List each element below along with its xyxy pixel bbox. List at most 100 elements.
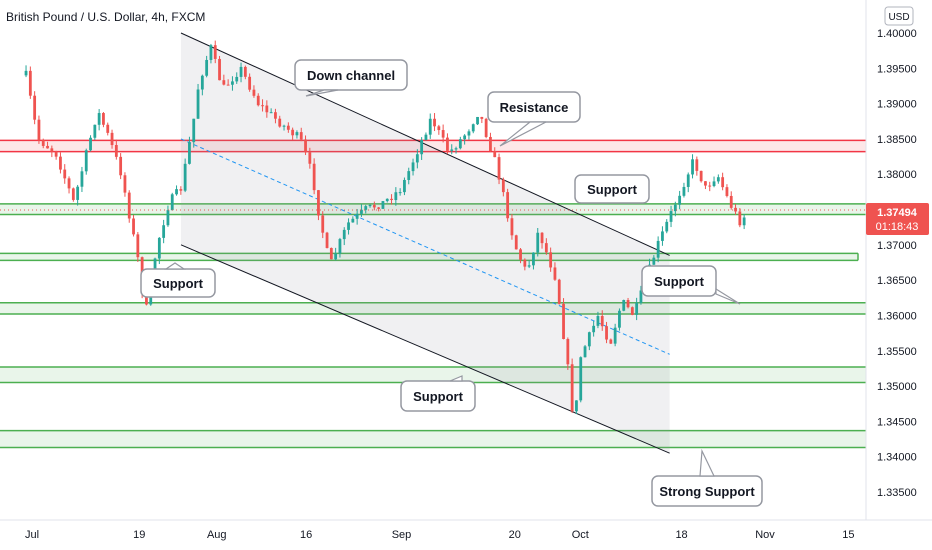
candle-body: [652, 257, 656, 265]
candle-body: [114, 145, 118, 157]
x-tick-label: Aug: [207, 529, 227, 541]
annotation-callout[interactable]: Down channel: [294, 59, 408, 97]
candle-body: [540, 232, 544, 244]
candle-body: [304, 139, 307, 153]
candle-body: [295, 132, 299, 136]
candle-body: [37, 119, 41, 141]
candle-body: [385, 198, 389, 202]
candle-body: [183, 163, 187, 191]
candle-body: [446, 137, 449, 151]
chart-title: British Pound / U.S. Dollar, 4h, FXCM: [6, 10, 205, 24]
candle-body: [411, 162, 415, 172]
candle-body: [170, 194, 174, 211]
candle-body: [635, 302, 639, 315]
callout-text: Support: [587, 182, 637, 197]
candle-body: [54, 151, 58, 157]
annotations-layer: Down channel Resistance Support Support Supp…: [140, 59, 763, 507]
candle-body: [600, 316, 604, 327]
y-tick-label: 1.39500: [877, 63, 917, 75]
annotation-callout[interactable]: Support: [641, 265, 741, 305]
callout-pointer: [164, 262, 186, 270]
candle-body: [308, 152, 312, 164]
callout-pointer: [715, 287, 741, 305]
support-zone-fill: [0, 430, 866, 448]
candle-body: [441, 130, 445, 138]
candle-body: [514, 235, 518, 250]
candle-body: [626, 300, 630, 308]
candle-body: [592, 325, 596, 333]
candle-body: [162, 225, 166, 238]
zones-layer: [0, 139, 866, 449]
annotation-callout[interactable]: Support: [140, 262, 216, 298]
callout-text: Resistance: [500, 100, 569, 115]
candle-body: [661, 231, 664, 241]
candle-body: [351, 218, 355, 223]
candle-body: [420, 140, 424, 155]
x-tick-label: Sep: [392, 529, 412, 541]
annotation-callout[interactable]: Support: [574, 174, 650, 204]
currency-button-frame: [884, 6, 914, 26]
candle-body: [519, 249, 522, 260]
candle-body: [291, 129, 295, 136]
candle-body: [231, 81, 234, 85]
candle-body: [497, 157, 501, 180]
candle-body: [24, 70, 28, 76]
annotation-callout[interactable]: Strong Support: [651, 448, 763, 507]
annotation-callout[interactable]: Resistance: [487, 91, 581, 147]
candle-body: [312, 163, 316, 191]
candle-body: [407, 171, 411, 180]
callout-pointer: [699, 448, 715, 477]
candle-body: [605, 326, 608, 340]
candle-body: [527, 265, 531, 267]
candle-body: [317, 190, 320, 216]
candle-body: [222, 80, 226, 85]
y-tick-label: 1.36000: [877, 310, 917, 322]
channel-lower-line[interactable]: [180, 244, 670, 454]
channel-fill: [180, 33, 670, 454]
y-tick-label: 1.34000: [877, 452, 917, 464]
callout-text: Support: [153, 276, 203, 291]
price-tag-background: [866, 203, 929, 235]
y-tick-label: 1.37000: [877, 240, 917, 252]
candle-body: [493, 151, 497, 158]
candle-body: [570, 364, 574, 412]
candle-body: [239, 66, 243, 77]
candle-body: [123, 175, 127, 193]
candle-body: [261, 105, 264, 107]
candle-body: [360, 209, 363, 214]
candle-body: [630, 307, 634, 315]
y-tick-label: 1.39000: [877, 99, 917, 111]
candle-body: [467, 131, 471, 136]
current-price-tag: 1.37494 01:18:43: [866, 203, 929, 235]
y-tick-label: 1.40000: [877, 28, 917, 40]
candle-body: [274, 112, 277, 119]
channel-mid-line: [180, 138, 670, 355]
candle-body: [549, 252, 553, 268]
candle-body: [708, 185, 712, 187]
candle-body: [59, 156, 62, 170]
time-axis[interactable]: Jul 19 Aug 16 Sep 20 Oct 18 Nov 15: [25, 529, 855, 541]
candle-body: [480, 116, 484, 119]
candle-body: [145, 293, 148, 305]
candle-body: [110, 132, 114, 146]
candle-body: [424, 134, 428, 141]
callout-text: Support: [654, 274, 704, 289]
candle-body: [656, 240, 660, 258]
candle-body: [97, 113, 101, 125]
candle-body: [510, 218, 514, 236]
currency-button[interactable]: USD: [884, 6, 914, 26]
y-tick-label: 1.38000: [877, 169, 917, 181]
support-zone-fill: [0, 367, 866, 383]
candle-body: [381, 201, 385, 209]
support-zone-fill: [0, 203, 866, 215]
candle-body: [278, 118, 282, 127]
annotation-callout[interactable]: Support: [400, 375, 476, 412]
candle-body: [398, 192, 402, 194]
x-tick-label: 16: [300, 529, 312, 541]
candle-body: [437, 126, 441, 131]
channel-upper-line[interactable]: [180, 32, 670, 256]
candle-body: [501, 179, 505, 193]
candles-layer: [0, 40, 866, 415]
candle-body: [28, 70, 32, 96]
